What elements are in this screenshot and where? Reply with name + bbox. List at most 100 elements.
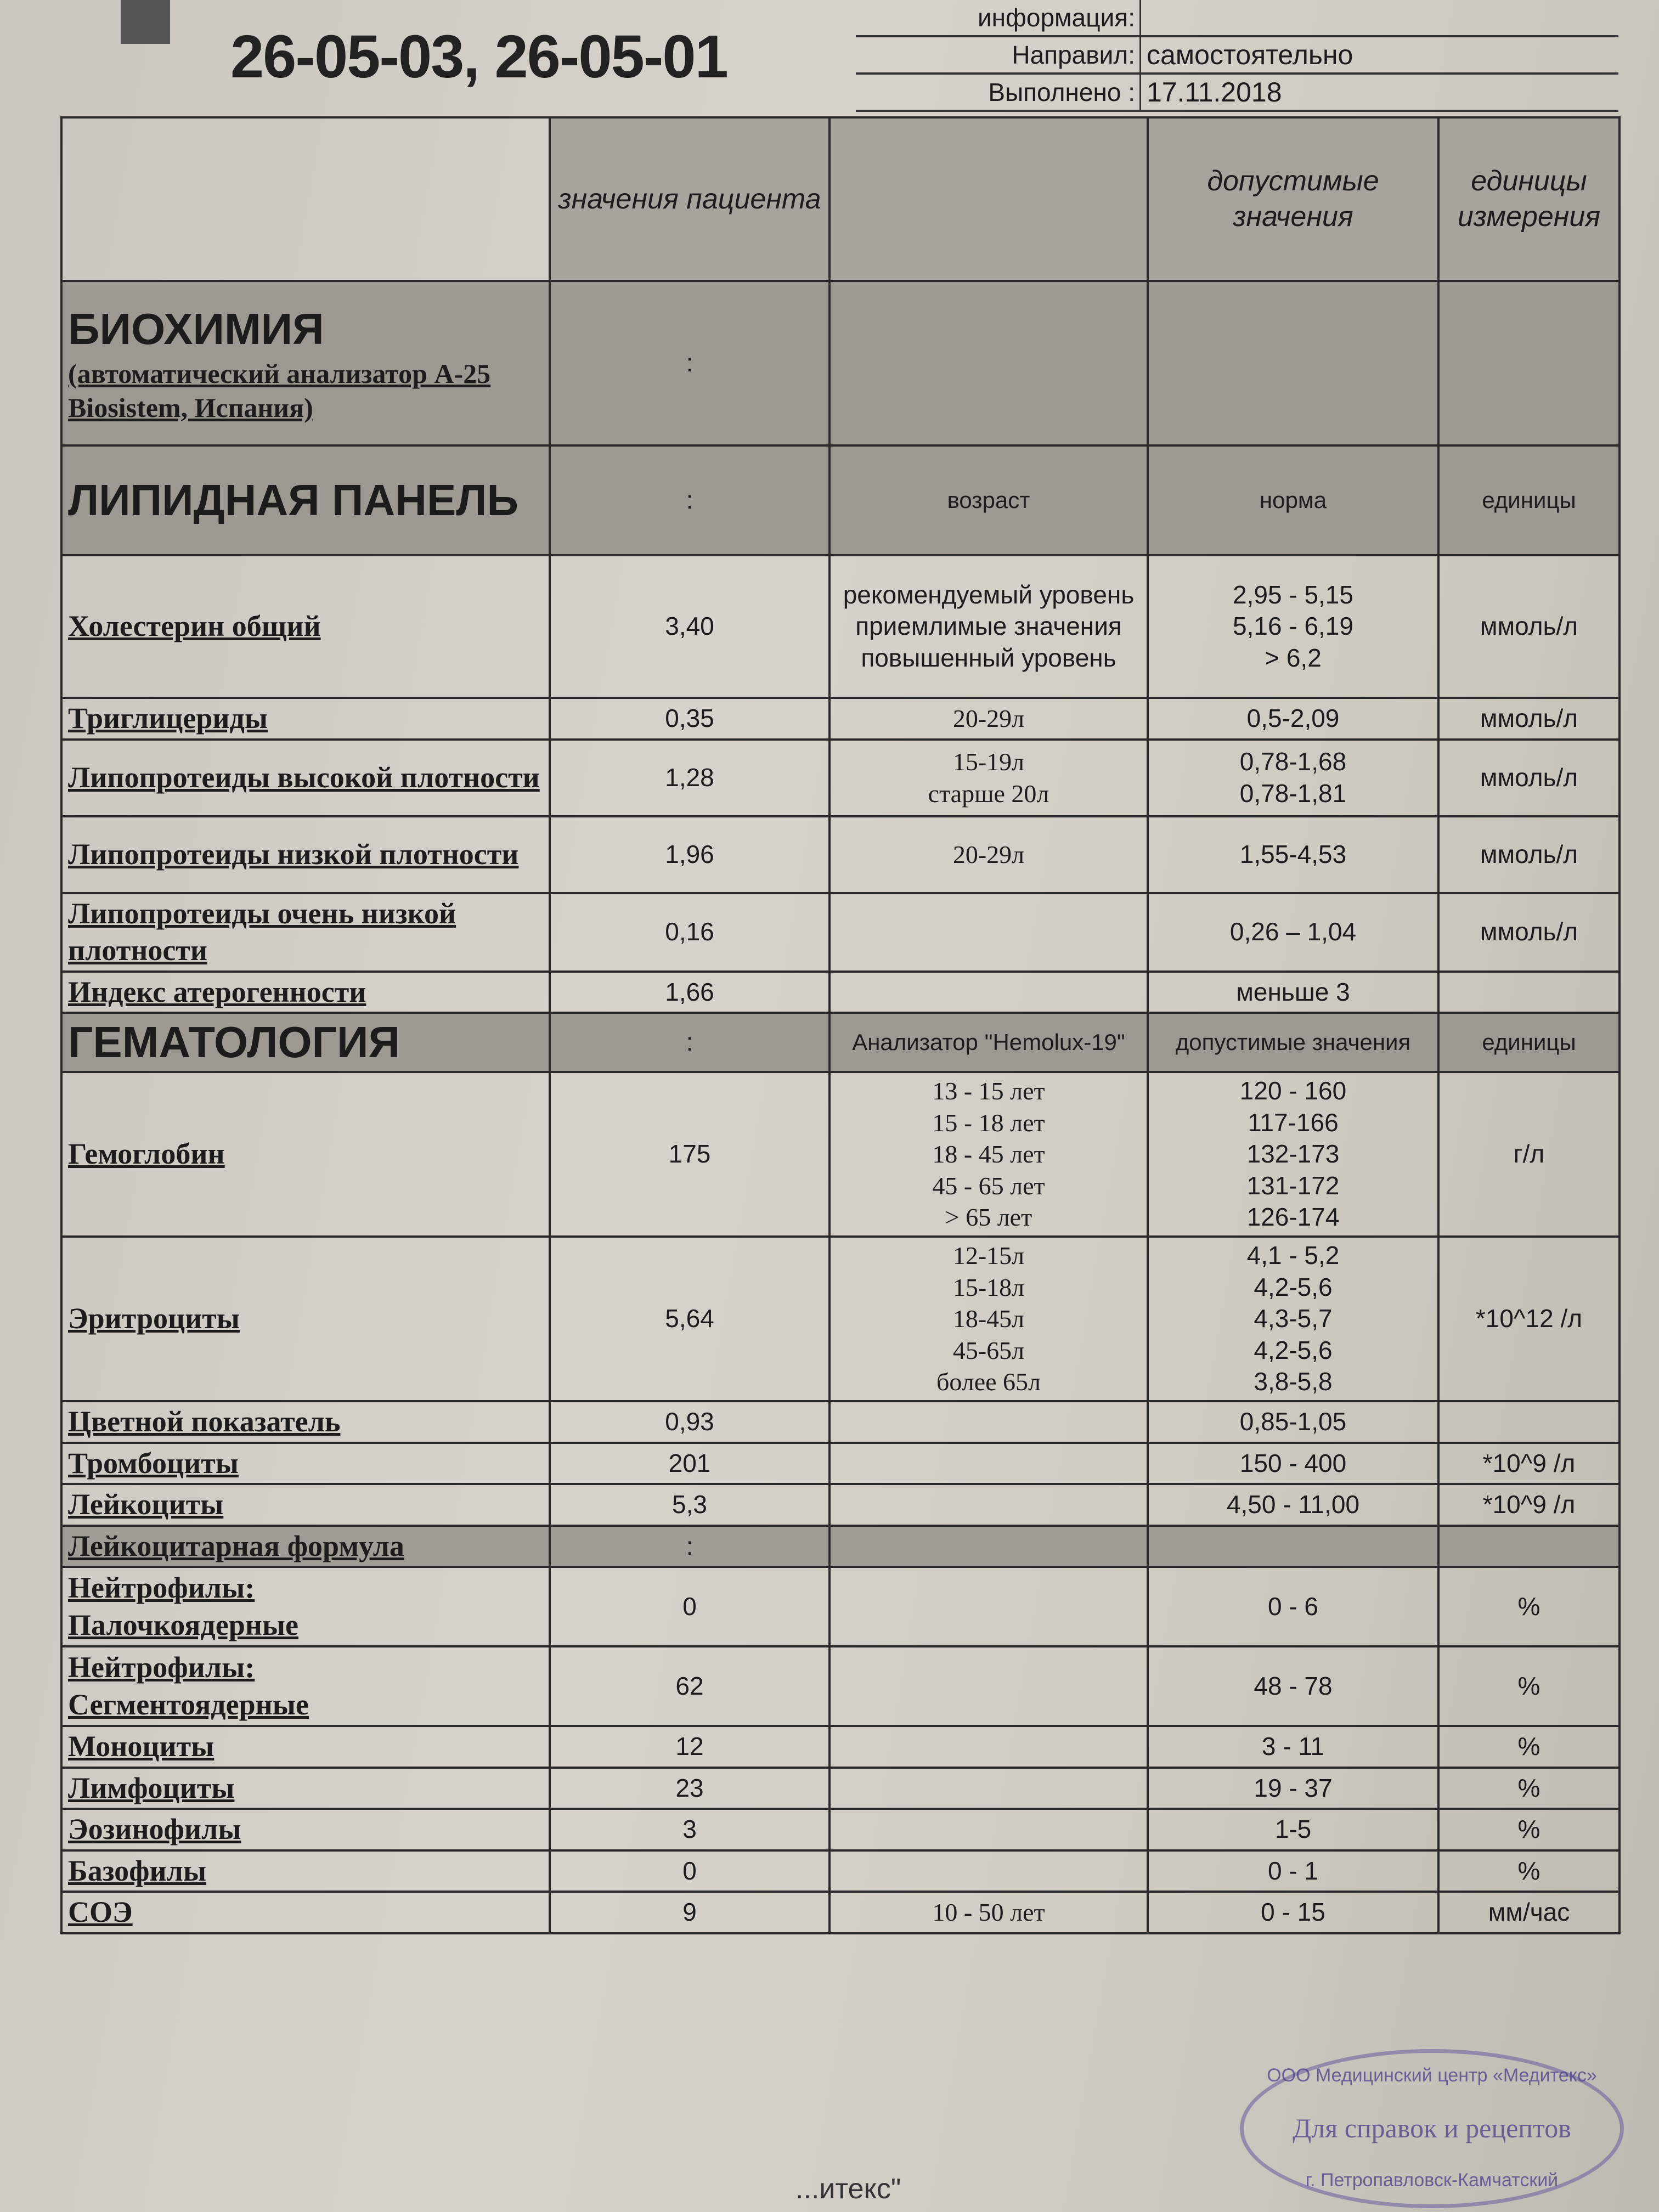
header-units: единицы измерения	[1437, 116, 1621, 282]
patient-value: 0,16	[549, 891, 831, 973]
table-row: Лейкоциты 5,3 4,50 - 11,00 *10^9 /л	[60, 1483, 1621, 1527]
table-row: Базофилы 0 0 - 1%	[60, 1849, 1621, 1893]
unit: ммоль/л	[1437, 815, 1621, 894]
section-row: ЛИПИДНАЯ ПАНЕЛЬ: возраст норма единицы	[60, 444, 1621, 556]
table-row: Липопротеиды низкой плотности 1,96 20-29л 1…	[60, 815, 1621, 894]
reference-range: 48 - 78	[1147, 1645, 1440, 1727]
unit: %	[1437, 1808, 1621, 1852]
table-row: Триглицериды 0,35 20-29л 0,5-2,09 ммоль/л	[60, 697, 1621, 741]
patient-value: :	[549, 1012, 831, 1073]
reference-range	[1147, 1524, 1440, 1568]
reference-range: 1,55-4,53	[1147, 815, 1440, 894]
unit: ммоль/л	[1437, 697, 1621, 741]
unit	[1437, 970, 1621, 1014]
reference-range: 3 - 11	[1147, 1725, 1440, 1769]
patient-value: 62	[549, 1645, 831, 1727]
table-row: Липопротеиды очень низкой плотности 0,16 0…	[60, 891, 1621, 973]
reference-range: 120 - 160 117-166 132-173 131-172 126-17…	[1147, 1071, 1440, 1238]
age-group: 20-29л	[828, 815, 1149, 894]
reference-range: 19 - 37	[1147, 1766, 1440, 1810]
meta-done: Выполнено :17.11.2018	[856, 75, 1618, 112]
row-label: Гемоглобин	[60, 1071, 551, 1238]
table-row: Эритроциты 5,64 12-15л 15-18л 18-45л 45-65…	[60, 1235, 1621, 1402]
row-label: Липопротеиды высокой плотности	[60, 738, 551, 817]
table-row: Нейтрофилы: Палочкоядерные 0 0 - 6%	[60, 1566, 1621, 1647]
patient-value: 3,40	[549, 554, 831, 699]
patient-value: 9	[549, 1891, 831, 1934]
unit: *10^9 /л	[1437, 1441, 1621, 1485]
section-row: БИОХИМИЯ (автоматический анализатор A-25 …	[60, 280, 1621, 447]
age-group	[828, 280, 1149, 447]
patient-value: 5,3	[549, 1483, 831, 1527]
unit: %	[1437, 1566, 1621, 1647]
row-label: Нейтрофилы: Сегментоядерные	[60, 1645, 551, 1727]
row-label: ГЕМАТОЛОГИЯ	[60, 1012, 551, 1073]
row-label: Базофилы	[60, 1849, 551, 1893]
table-row: Лейкоцитарная формула:	[60, 1524, 1621, 1568]
unit: *10^9 /л	[1437, 1483, 1621, 1527]
age-group: 20-29л	[828, 697, 1149, 741]
patient-value: 3	[549, 1808, 831, 1852]
patient-value: :	[549, 1524, 831, 1568]
table-row: Нейтрофилы: Сегментоядерные 62 48 - 78%	[60, 1645, 1621, 1727]
reference-range: 0,5-2,09	[1147, 697, 1440, 741]
unit: %	[1437, 1766, 1621, 1810]
unit: единицы	[1437, 444, 1621, 556]
age-group: 13 - 15 лет 15 - 18 лет 18 - 45 лет 45 -…	[828, 1071, 1149, 1238]
patient-value: 23	[549, 1766, 831, 1810]
unit: *10^12 /л	[1437, 1235, 1621, 1402]
table-row: Тромбоциты 201 150 - 400 *10^9 /л	[60, 1441, 1621, 1485]
reference-range: 0 - 6	[1147, 1566, 1440, 1647]
patient-value: 0	[549, 1849, 831, 1893]
age-group	[828, 1766, 1149, 1810]
row-label: ЛИПИДНАЯ ПАНЕЛЬ	[60, 444, 551, 556]
row-label: Эритроциты	[60, 1235, 551, 1402]
unit: ммоль/л	[1437, 891, 1621, 973]
table-row: Индекс атерогенности 1,66 меньше 3	[60, 970, 1621, 1014]
footer-fragment: ...итекс"	[795, 2173, 901, 2205]
print-mark	[121, 0, 170, 44]
row-label: Нейтрофилы: Палочкоядерные	[60, 1566, 551, 1647]
row-label: Липопротеиды очень низкой плотности	[60, 891, 551, 973]
clinic-stamp: ООО Медицинский центр «Медитекс» Для спр…	[1240, 2049, 1624, 2208]
age-group	[828, 1400, 1149, 1444]
patient-value: 175	[549, 1071, 831, 1238]
age-group	[828, 1566, 1149, 1647]
table-row: Эозинофилы 3 1-5%	[60, 1808, 1621, 1852]
unit: %	[1437, 1645, 1621, 1727]
row-label: БИОХИМИЯ (автоматический анализатор A-25 …	[60, 280, 551, 447]
unit: ммоль/л	[1437, 738, 1621, 817]
row-label: Лейкоциты	[60, 1483, 551, 1527]
reference-range: 0,26 – 1,04	[1147, 891, 1440, 973]
row-label: Индекс атерогенности	[60, 970, 551, 1014]
unit	[1437, 280, 1621, 447]
reference-range	[1147, 280, 1440, 447]
row-label: Триглицериды	[60, 697, 551, 741]
unit: мм/час	[1437, 1891, 1621, 1934]
table-row: Холестерин общий 3,40 рекомендуемый уровен…	[60, 554, 1621, 699]
results-table: значения пациента допустимые значения ед…	[60, 116, 1621, 1934]
unit	[1437, 1524, 1621, 1568]
row-label: Цветной показатель	[60, 1400, 551, 1444]
age-group	[828, 891, 1149, 973]
row-label: Лимфоциты	[60, 1766, 551, 1810]
age-group	[828, 1483, 1149, 1527]
table-row: СОЭ 9 10 - 50 лет 0 - 15 мм/час	[60, 1891, 1621, 1934]
reference-range: 1-5	[1147, 1808, 1440, 1852]
reference-range: 150 - 400	[1147, 1441, 1440, 1485]
table-row: Липопротеиды высокой плотности 1,28 15-19л…	[60, 738, 1621, 817]
row-label: Лейкоцитарная формула	[60, 1524, 551, 1568]
age-group: 12-15л 15-18л 18-45л 45-65л более 65л	[828, 1235, 1149, 1402]
table-row: Гемоглобин 175 13 - 15 лет 15 - 18 лет 18 …	[60, 1071, 1621, 1238]
sample-ids: 26-05-03, 26-05-01	[230, 23, 729, 91]
patient-value: 0,93	[549, 1400, 831, 1444]
unit: %	[1437, 1725, 1621, 1769]
age-group	[828, 1645, 1149, 1727]
header-patient-values: значения пациента	[549, 116, 831, 282]
table-row: Лимфоциты 23 19 - 37%	[60, 1766, 1621, 1810]
patient-value: 0	[549, 1566, 831, 1647]
reference-range: 2,95 - 5,15 5,16 - 6,19 > 6,2	[1147, 554, 1440, 699]
patient-value: 1,96	[549, 815, 831, 894]
row-label: Холестерин общий	[60, 554, 551, 699]
unit	[1437, 1400, 1621, 1444]
